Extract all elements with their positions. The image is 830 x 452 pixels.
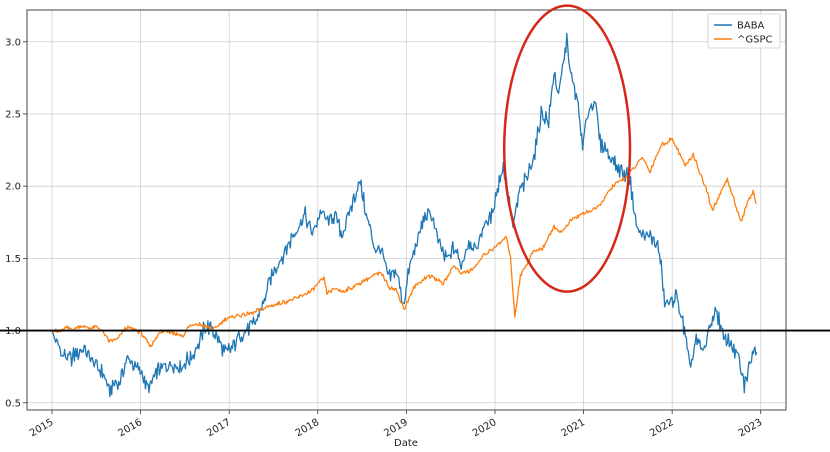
highlight-ellipse (502, 4, 632, 293)
x-tick-label: 2015 (28, 417, 56, 439)
x-tick-label: 2021 (560, 417, 588, 439)
x-tick-label: 2020 (471, 417, 499, 439)
annotations (0, 4, 830, 332)
x-axis-label: Date (394, 438, 418, 449)
y-tick-label: 1.0 (5, 326, 21, 337)
series-line-baba (51, 32, 758, 398)
x-tick-label: 2019 (382, 417, 410, 439)
axes: 0.5 1.0 1.5 2.0 2.5 3.0 2015 2016 2017 2018 2019 20… (5, 9, 787, 439)
x-tick-label: 2018 (294, 417, 322, 439)
y-tick-label: 3.0 (5, 37, 21, 48)
y-tick-label: 1.5 (5, 254, 21, 265)
plot-frame (26, 9, 787, 411)
x-tick-label: 2017 (205, 417, 233, 439)
x-tick-label: 2022 (648, 417, 676, 439)
grid-lines (27, 10, 786, 410)
series-line-gspc (52, 137, 758, 348)
series-lines (51, 32, 758, 398)
x-tick-label: 2016 (117, 417, 145, 439)
legend: BABA ^GSPC (707, 13, 781, 49)
x-tick-label: 2023 (737, 417, 765, 439)
y-tick-label: 2.0 (5, 182, 21, 193)
legend-label: BABA (737, 21, 765, 32)
y-tick-label: 2.5 (5, 109, 21, 120)
legend-label: ^GSPC (737, 35, 773, 46)
y-tick-label: 0.5 (5, 398, 21, 409)
